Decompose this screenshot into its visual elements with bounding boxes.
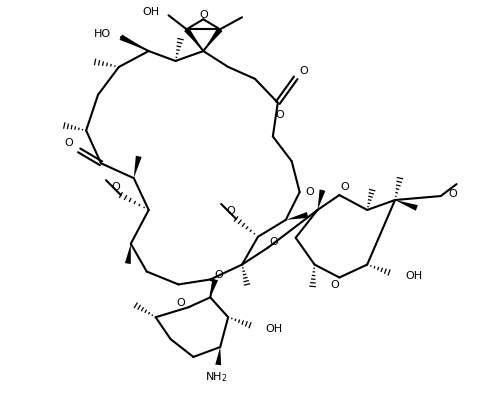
Text: O: O: [215, 269, 224, 280]
Polygon shape: [318, 189, 326, 210]
Text: OH: OH: [265, 324, 282, 334]
Polygon shape: [120, 35, 148, 51]
Text: OH: OH: [405, 271, 422, 282]
Text: OH: OH: [142, 7, 160, 18]
Text: O: O: [330, 280, 339, 291]
Polygon shape: [125, 244, 131, 264]
Polygon shape: [184, 27, 204, 51]
Text: NH$_2$: NH$_2$: [205, 370, 228, 384]
Polygon shape: [216, 347, 221, 365]
Text: O: O: [112, 182, 120, 192]
Polygon shape: [204, 27, 223, 51]
Text: O: O: [176, 298, 185, 309]
Text: O: O: [340, 182, 348, 192]
Polygon shape: [395, 200, 418, 211]
Text: O: O: [305, 187, 314, 197]
Text: O: O: [270, 237, 278, 247]
Text: HO: HO: [94, 29, 111, 39]
Text: O: O: [276, 109, 284, 120]
Polygon shape: [210, 279, 218, 298]
Text: O: O: [300, 66, 308, 76]
Polygon shape: [286, 212, 308, 220]
Text: O: O: [227, 206, 235, 216]
Text: O: O: [199, 10, 207, 20]
Text: O: O: [448, 189, 458, 199]
Polygon shape: [134, 155, 141, 178]
Text: O: O: [65, 138, 74, 149]
